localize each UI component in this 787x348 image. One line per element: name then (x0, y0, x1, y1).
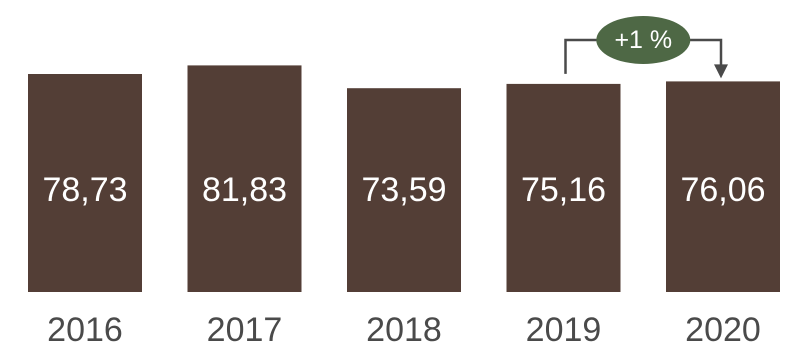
bar-value-label-2018: 73,59 (361, 171, 446, 209)
bar-2020 (666, 81, 780, 293)
bar-2016 (28, 74, 142, 292)
arrow-down-icon (714, 64, 728, 79)
category-label-2020: 2020 (685, 311, 761, 348)
bar-value-label-2017: 81,83 (202, 171, 287, 209)
category-labels-layer: 2016 2017 2018 2019 2020 (47, 311, 761, 348)
category-label-2016: 2016 (47, 311, 123, 348)
category-label-2019: 2019 (526, 311, 602, 348)
bar-value-label-2016: 78,73 (42, 171, 127, 209)
change-badge-text: +1 % (614, 26, 672, 54)
category-label-2017: 2017 (207, 311, 283, 348)
bar-value-label-2020: 76,06 (680, 171, 765, 209)
change-badge (596, 16, 691, 64)
bar-2019 (506, 83, 621, 293)
bars-layer (28, 65, 780, 293)
bar-2017 (187, 65, 302, 293)
bar-value-label-2019: 75,16 (521, 171, 606, 209)
bar-2018 (347, 88, 461, 292)
category-label-2018: 2018 (366, 311, 442, 348)
value-labels-layer: 78,73 81,83 73,59 75,16 76,06 (42, 171, 765, 209)
change-annotation: +1 % (564, 16, 728, 79)
